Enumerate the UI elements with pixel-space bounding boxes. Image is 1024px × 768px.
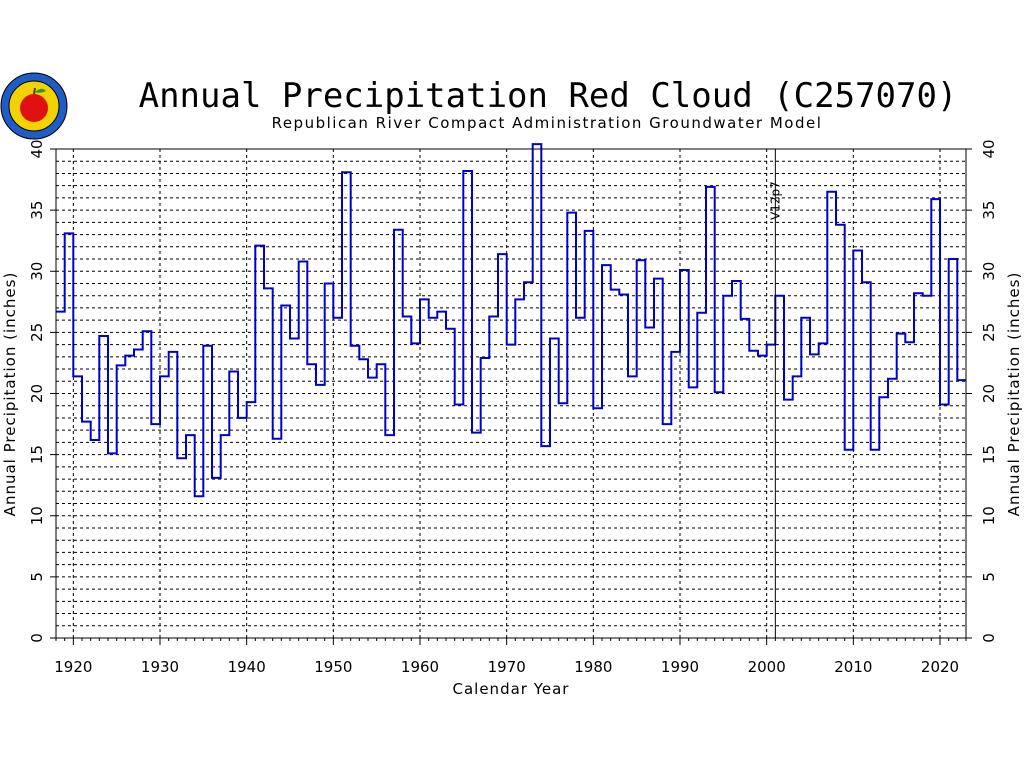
x-tick-label: 2020 (921, 658, 959, 676)
y-tick-label-right: 30 (980, 262, 998, 281)
x-tick-label: 1950 (314, 658, 352, 676)
y-tick-label-right: 20 (980, 384, 998, 403)
x-tick-label: 1980 (574, 658, 612, 676)
y-tick-label-right: 25 (980, 323, 998, 342)
y-tick-label-left: 20 (28, 384, 46, 403)
x-tick-label: 2010 (834, 658, 872, 676)
y-tick-label-left: 10 (28, 506, 46, 525)
y-tick-label-left: 35 (28, 201, 46, 220)
y-tick-label-left: 0 (28, 633, 46, 643)
annotations: V12p7 (768, 149, 782, 638)
x-tick-label: 2000 (748, 658, 786, 676)
x-tick-label: 1940 (228, 658, 266, 676)
y-tick-label-left: 40 (28, 139, 46, 158)
y-tick-label-right: 40 (980, 139, 998, 158)
chart-subtitle: Republican River Compact Administration … (272, 114, 823, 132)
x-axis-label: Calendar Year (453, 680, 570, 698)
x-tick-label: 1920 (54, 658, 92, 676)
plot-frame (55, 148, 967, 639)
x-tick-label: 1960 (401, 658, 439, 676)
grid (56, 149, 966, 638)
x-tick-label: 1970 (488, 658, 526, 676)
apple-icon (20, 94, 48, 122)
y-tick-label-right: 5 (980, 572, 998, 582)
y-axis-label-left: Annual Precipitation (inches) (1, 272, 19, 517)
y-tick-label-left: 30 (28, 262, 46, 281)
y-tick-label-right: 0 (980, 633, 998, 643)
y-tick-label-right: 10 (980, 506, 998, 525)
y-tick-label-left: 15 (28, 445, 46, 464)
x-tick-label: 1930 (141, 658, 179, 676)
chart-title: Annual Precipitation Red Cloud (C257070) (139, 76, 958, 116)
y-axis-label-right: Annual Precipitation (inches) (1005, 272, 1023, 517)
series (56, 143, 966, 498)
agency-logo (0, 72, 68, 140)
y-tick-label-left: 5 (28, 572, 46, 582)
y-tick-label-right: 35 (980, 201, 998, 220)
version-marker-label: V12p7 (768, 181, 782, 220)
y-tick-label-left: 25 (28, 323, 46, 342)
precipitation-series-line (56, 143, 966, 498)
y-tick-label-right: 15 (980, 445, 998, 464)
x-tick-label: 1990 (661, 658, 699, 676)
